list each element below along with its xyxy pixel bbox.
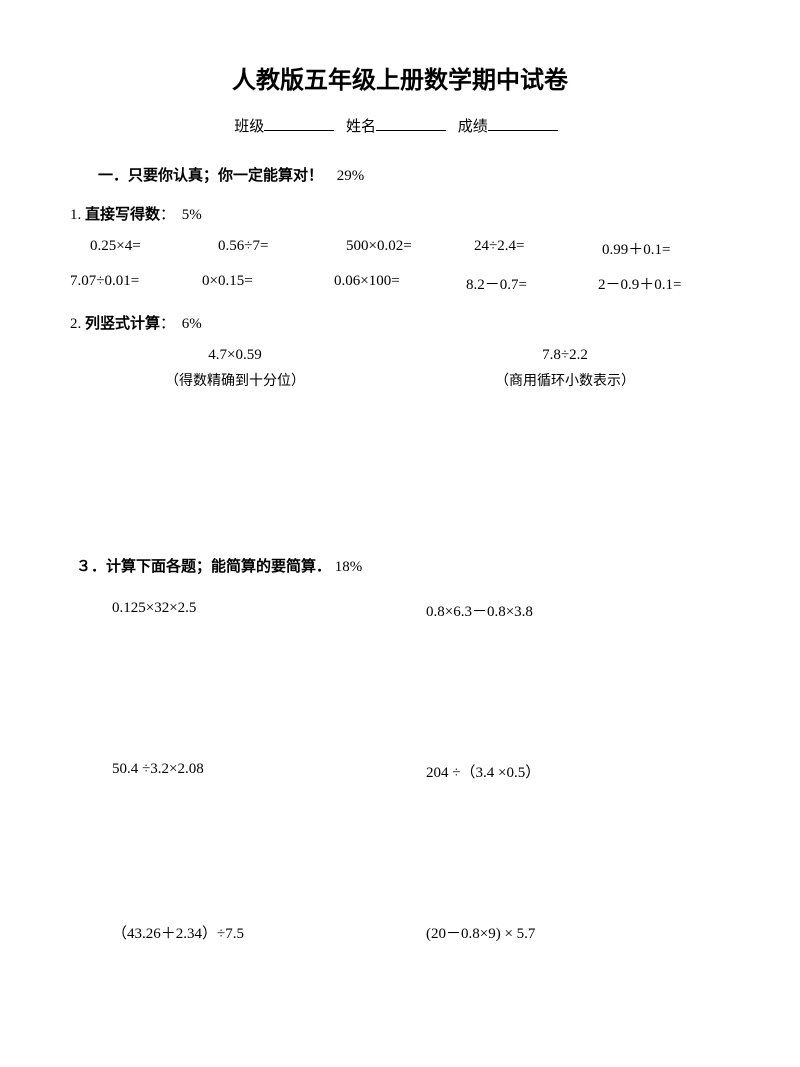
sub2-colon: ： — [160, 316, 175, 332]
sub2-num: 2. — [70, 316, 81, 332]
sub1-colon: ： — [160, 207, 175, 223]
sub3-label: 计算下面各题；能简算的要简算． — [106, 559, 331, 575]
sub2-percent: 6% — [182, 316, 202, 332]
eq-2b: 0×0.15= — [202, 273, 334, 294]
eq-1c: 500×0.02= — [346, 238, 474, 259]
calc-2-left: 50.4 ÷3.2×2.08 — [70, 761, 416, 782]
class-label: 班级 — [234, 119, 264, 135]
subsection-3: ３．计算下面各题；能简算的要简算． 18% — [76, 555, 730, 576]
calc-row-2: 50.4 ÷3.2×2.08 204 ÷（3.4 ×0.5） — [70, 761, 730, 782]
workspace-gap-1 — [70, 400, 730, 555]
sub1-num: 1. — [70, 207, 81, 223]
score-label: 成绩 — [458, 119, 488, 135]
eq-2e: 2－0.9＋0.1= — [598, 273, 730, 294]
sub1-label: 直接写得数 — [85, 207, 160, 223]
eq-2a: 7.07÷0.01= — [70, 273, 202, 294]
calc-1-left: 0.125×32×2.5 — [70, 600, 416, 621]
vertical-col-left: 4.7×0.59 （得数精确到十分位） — [70, 347, 400, 390]
vert-right-expr: 7.8÷2.2 — [400, 347, 730, 364]
sub3-num: ３． — [76, 559, 106, 575]
calc-row-1: 0.125×32×2.5 0.8×6.3－0.8×3.8 — [70, 600, 730, 621]
vert-right-note: （商用循环小数表示） — [400, 370, 730, 390]
calc-1-right: 0.8×6.3－0.8×3.8 — [416, 600, 730, 621]
name-blank — [376, 117, 446, 131]
vert-left-expr: 4.7×0.59 — [70, 347, 400, 364]
name-label: 姓名 — [346, 119, 376, 135]
sub1-percent: 5% — [182, 207, 202, 223]
calc-row-3: （43.26＋2.34）÷7.5 (20－0.8×9) × 5.7 — [70, 922, 730, 943]
class-blank — [264, 117, 334, 131]
student-info-line: 班级 姓名 成绩 — [70, 115, 730, 136]
eq-2c: 0.06×100= — [334, 273, 466, 294]
calc-3-right: (20－0.8×9) × 5.7 — [416, 922, 730, 943]
sub2-label: 列竖式计算 — [85, 316, 160, 332]
subsection-1: 1. 直接写得数： 5% — [70, 203, 730, 224]
eq-1e: 0.99＋0.1= — [602, 238, 730, 259]
eq-1a: 0.25×4= — [90, 238, 218, 259]
equation-row-1: 0.25×4= 0.56÷7= 500×0.02= 24÷2.4= 0.99＋0… — [70, 238, 730, 259]
eq-1b: 0.56÷7= — [218, 238, 346, 259]
subsection-2: 2. 列竖式计算： 6% — [70, 312, 730, 333]
page-title: 人教版五年级上册数学期中试卷 — [70, 60, 730, 95]
section-1-header: 一．只要你认真；你一定能算对！ 29% — [98, 164, 730, 185]
equation-row-2: 7.07÷0.01= 0×0.15= 0.06×100= 8.2－0.7= 2－… — [70, 273, 730, 294]
vert-left-note: （得数精确到十分位） — [70, 370, 400, 390]
vertical-col-right: 7.8÷2.2 （商用循环小数表示） — [400, 347, 730, 390]
calc-3-left: （43.26＋2.34）÷7.5 — [70, 922, 416, 943]
section-1-percent: 29% — [337, 168, 365, 184]
section-1-text: 一．只要你认真；你一定能算对！ — [98, 168, 323, 184]
eq-2d: 8.2－0.7= — [466, 273, 598, 294]
sub3-percent: 18% — [335, 559, 363, 575]
score-blank — [488, 117, 558, 131]
calc-2-right: 204 ÷（3.4 ×0.5） — [416, 761, 730, 782]
vertical-problems-row: 4.7×0.59 （得数精确到十分位） 7.8÷2.2 （商用循环小数表示） — [70, 347, 730, 390]
eq-1d: 24÷2.4= — [474, 238, 602, 259]
